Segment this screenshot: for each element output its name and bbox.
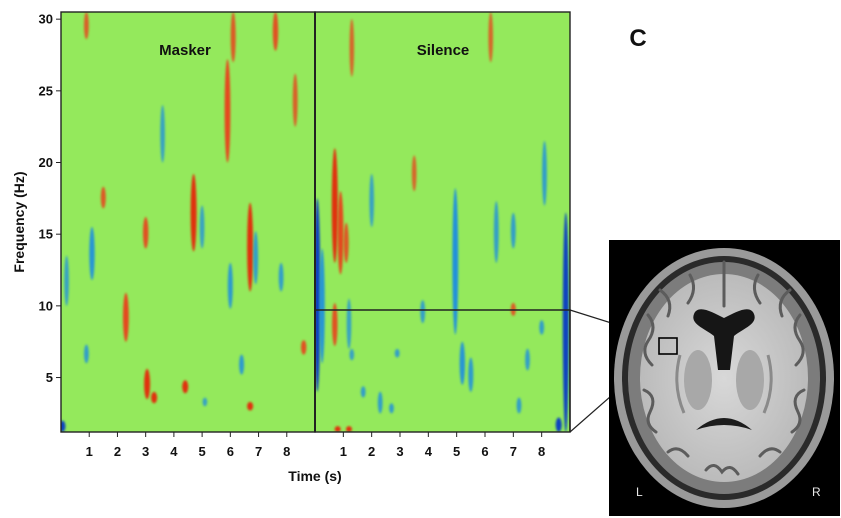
masker-heatmap-cell — [84, 344, 89, 364]
silence-heatmap-cell — [539, 320, 545, 335]
silence-heatmap-cell — [349, 348, 355, 361]
silence-title: Silence — [417, 42, 470, 59]
brain-roi-box — [658, 337, 678, 355]
masker-x-tick-label: 5 — [198, 444, 205, 459]
y-tick-label: 25 — [39, 83, 53, 98]
silence-heatmap-cell — [377, 391, 383, 414]
silence-heatmap-cell — [525, 348, 530, 371]
masker-heatmap-cell — [190, 174, 197, 252]
masker-x-tick-label: 8 — [283, 444, 290, 459]
masker-heatmap-cell — [301, 340, 307, 355]
masker-heatmap-cell — [64, 255, 69, 306]
silence-x-tick-label: 5 — [453, 444, 460, 459]
masker-heatmap-cell — [100, 186, 106, 209]
masker-x-tick-label: 1 — [86, 444, 93, 459]
masker-heatmap-cell — [239, 354, 245, 375]
masker-x-tick-label: 2 — [114, 444, 121, 459]
masker-heatmap-cell — [247, 202, 254, 292]
masker-heatmap-cell — [202, 397, 208, 407]
masker-heatmap-cell — [89, 227, 95, 280]
masker-heatmap-cell — [151, 391, 158, 404]
masker-heatmap-cell — [278, 262, 284, 292]
silence-heatmap-cell — [488, 12, 493, 63]
x-axis-title: Time (s) — [288, 468, 341, 484]
panel-letter: C — [629, 25, 646, 52]
masker-heatmap-cells — [61, 12, 307, 432]
silence-heatmap-cell — [516, 397, 522, 414]
silence-heatmap-cell — [468, 357, 474, 392]
silence-heatmap-cell — [542, 141, 547, 206]
masker-heatmap-cell — [160, 105, 165, 163]
masker-heatmap-cell — [247, 401, 254, 411]
silence-heatmap-cell — [349, 19, 355, 77]
y-tick-label: 30 — [39, 12, 53, 27]
masker-x-tick-label: 4 — [170, 444, 178, 459]
silence-heatmap-cell — [411, 155, 417, 192]
masker-heatmap-cell — [182, 380, 189, 394]
masker-x-tick-label: 7 — [255, 444, 262, 459]
masker-heatmap-cell — [84, 12, 89, 40]
y-tick-label: 20 — [39, 155, 53, 170]
silence-heatmap-cell — [555, 417, 562, 432]
silence-heatmap-cell — [346, 298, 352, 349]
silence-heatmap-cell — [493, 201, 499, 263]
masker-heatmap-background — [61, 12, 315, 432]
masker-heatmap-cell — [272, 12, 279, 51]
silence-heatmap-cell — [394, 348, 400, 358]
silence-x-tick-label: 4 — [425, 444, 433, 459]
masker-heatmap-cell — [143, 217, 149, 249]
silence-x-tick-label: 7 — [510, 444, 517, 459]
brain-left-label: L — [636, 485, 643, 499]
silence-heatmap-cell — [331, 148, 338, 263]
silence-heatmap-cell — [343, 222, 349, 263]
masker-x-tick-label: 3 — [142, 444, 149, 459]
y-axis: 5 10 15 20 25 30 — [39, 12, 61, 385]
silence-heatmap-cell — [420, 300, 426, 324]
brain-mri-image: L R — [609, 240, 840, 516]
masker-title: Masker — [159, 42, 211, 59]
silence-x-tick-label: 3 — [396, 444, 403, 459]
silence-x-tick-label: 1 — [340, 444, 347, 459]
silence-heatmap-cell — [337, 191, 344, 275]
silence-heatmap-cell — [369, 174, 375, 227]
silence-heatmap-background — [315, 12, 570, 432]
y-tick-label: 10 — [39, 298, 53, 313]
x-axis: 1 2 3 4 5 6 7 8 1 2 3 4 5 6 7 8 — [86, 432, 545, 459]
masker-heatmap-cell — [224, 59, 231, 163]
silence-heatmap-cell — [360, 386, 366, 398]
y-tick-label: 5 — [46, 370, 53, 385]
y-axis-title: Frequency (Hz) — [11, 171, 27, 272]
masker-heatmap-cell — [199, 205, 205, 249]
masker-heatmap-cell — [61, 420, 66, 432]
silence-heatmap-cell — [510, 212, 516, 249]
silence-heatmap-cell — [334, 426, 341, 432]
masker-heatmap-cell — [227, 262, 233, 309]
silence-heatmap-cell — [459, 341, 465, 385]
silence-heatmap-cell — [562, 212, 569, 432]
masker-heatmap-cell — [144, 368, 151, 400]
masker-heatmap-cell — [230, 12, 236, 63]
silence-heatmap-cell — [389, 403, 394, 414]
y-tick-label: 15 — [39, 227, 53, 242]
masker-heatmap-cell — [253, 231, 259, 285]
silence-heatmap-cell — [452, 188, 459, 335]
silence-heatmap-cell — [315, 198, 321, 392]
silence-heatmap-cell — [319, 248, 325, 364]
silence-heatmap-cell — [332, 303, 338, 346]
silence-heatmap-cells — [315, 12, 569, 432]
silence-x-tick-label: 2 — [368, 444, 375, 459]
silence-x-tick-label: 6 — [481, 444, 488, 459]
masker-heatmap-cell — [292, 73, 298, 127]
masker-x-tick-label: 6 — [227, 444, 234, 459]
silence-heatmap-cell — [346, 426, 352, 432]
masker-heatmap-cell — [123, 292, 129, 342]
brain-right-label: R — [812, 485, 821, 499]
silence-x-tick-label: 8 — [538, 444, 545, 459]
